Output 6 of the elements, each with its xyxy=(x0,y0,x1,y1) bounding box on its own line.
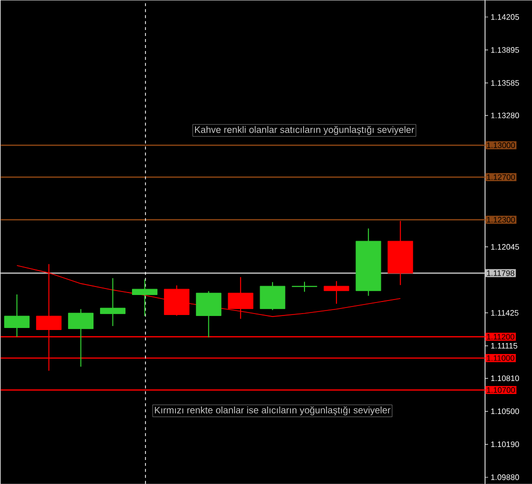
annotation: Kırmızı renkte olanlar ise alıcıların yoğunlaştığı seviyeler xyxy=(154,406,390,416)
candlestick xyxy=(324,280,350,304)
candlestick xyxy=(100,278,126,326)
candlestick xyxy=(132,278,158,316)
candlestick xyxy=(292,281,318,292)
annotation: Kahve renkli olanlar satıcıların yoğunlaştığı seviyeler xyxy=(195,126,414,135)
